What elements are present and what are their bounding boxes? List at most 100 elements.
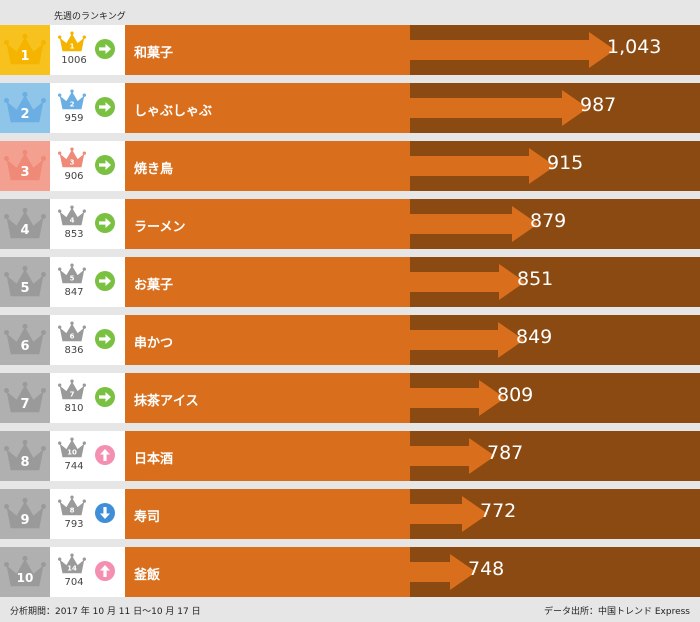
crown-tip: [70, 437, 74, 441]
bar-arrow-svg: [410, 32, 615, 68]
rank-crown-icon: 10: [4, 555, 46, 587]
prev-week-cell: 4 853: [50, 199, 125, 249]
crown-tip: [82, 209, 86, 213]
ranking-row: 7 7 810 抹茶アイス 809: [0, 373, 700, 423]
bar-arrow: [410, 554, 476, 590]
crown-tip: [22, 265, 28, 271]
rank-crown-icon: 5: [4, 265, 46, 297]
value-label: 849: [516, 326, 553, 348]
crown-rank-label: 5: [70, 275, 75, 283]
prev-rank-crown: 2: [58, 89, 86, 115]
prev-rank-crown: 5: [58, 263, 86, 289]
trend-down-icon: [95, 503, 115, 523]
rank-crown-icon: 1: [4, 33, 46, 65]
prev-week-value: 810: [64, 403, 84, 414]
rank-cell: 8: [0, 431, 50, 481]
prev-rank-crown: 6: [58, 321, 86, 347]
bar-arrow-svg: [410, 322, 524, 358]
crown-rank-label: 2: [20, 107, 29, 122]
bar-track: 寿司 772: [125, 489, 700, 539]
prev-rank-crown: 1: [58, 31, 86, 57]
rank-crown-icon: 8: [4, 439, 46, 471]
crown-tip: [58, 499, 62, 503]
crown-shape: [6, 501, 44, 529]
crown-shape: [6, 269, 44, 297]
crown-shape: [6, 211, 44, 239]
crown-rank-label: 9: [20, 513, 29, 528]
rank-crown-icon: 6: [4, 323, 46, 355]
crown-rank-label: 4: [70, 217, 75, 225]
item-name: 寿司: [134, 510, 161, 525]
header: 先週のランキング: [0, 0, 700, 25]
prev-week-cell: 2 959: [50, 83, 125, 133]
prev-crown-icon: 7: [58, 379, 86, 400]
crown-shape: [6, 443, 44, 471]
bar-arrow: [410, 32, 615, 68]
crown-shape: [59, 207, 85, 226]
item-name: 串かつ: [134, 336, 174, 351]
crown-tip: [58, 383, 62, 387]
prev-week-cell: 6 836: [50, 315, 125, 365]
crown-tip: [82, 93, 86, 97]
value-label: 772: [480, 500, 517, 522]
crown-tip: [82, 441, 86, 445]
trend-same-icon: [95, 39, 115, 59]
prev-crown-icon: 5: [58, 263, 86, 284]
crown-tip: [4, 156, 10, 162]
ranking-row: 6 6 836 串かつ 849: [0, 315, 700, 365]
crown-tip: [22, 439, 28, 445]
ranking-row: 10 14 704 釜飯 748: [0, 547, 700, 597]
prev-week-value: 906: [64, 171, 84, 182]
trend-up-icon: [95, 561, 115, 581]
bar-arrow-svg: [410, 380, 505, 416]
crown-tip: [40, 330, 46, 336]
crown-shape: [59, 265, 85, 284]
trend-same-icon: [95, 155, 115, 175]
ranking-row: 8 10 744 日本酒 787: [0, 431, 700, 481]
crown-tip: [70, 495, 74, 499]
crown-tip: [4, 504, 10, 510]
prev-week-cell: 8 793: [50, 489, 125, 539]
crown-tip: [58, 209, 62, 213]
crown-tip: [82, 499, 86, 503]
crown-rank-label: 7: [70, 391, 75, 399]
bar-arrow-svg: [410, 496, 488, 532]
crown-rank-label: 5: [20, 281, 29, 296]
ranking-row: 5 5 847 お菓子 851: [0, 257, 700, 307]
ranking-row: 9 8 793 寿司 772: [0, 489, 700, 539]
rank-cell: 6: [0, 315, 50, 365]
rank-crown-icon: 7: [4, 381, 46, 413]
crown-tip: [70, 147, 74, 151]
item-name: しゃぶしゃぶ: [134, 104, 213, 119]
crown-tip: [40, 562, 46, 568]
crown-tip: [22, 323, 28, 329]
value-label: 1,043: [607, 36, 662, 58]
prev-week-cell: 3 906: [50, 141, 125, 191]
crown-tip: [40, 446, 46, 452]
bar-arrow-svg: [410, 554, 476, 590]
crown-tip: [4, 330, 10, 336]
ranking-row: 2 2 959 しゃぶしゃぶ 987: [0, 83, 700, 133]
crown-tip: [22, 381, 28, 387]
crown-tip: [40, 214, 46, 220]
crown-rank-label: 3: [20, 165, 29, 180]
data-source: データ出所：中国トレンド Express: [543, 607, 690, 617]
crown-rank-label: 7: [20, 397, 29, 412]
crown-rank-label: 1: [20, 49, 29, 64]
crown-tip: [4, 214, 10, 220]
rank-cell: 3: [0, 141, 50, 191]
crown-tip: [82, 325, 86, 329]
prev-rank-crown: 4: [58, 205, 86, 231]
ranking-row: 3 3 906 焼き鳥 915: [0, 141, 700, 191]
crown-shape: [59, 33, 85, 52]
crown-tip: [22, 91, 28, 97]
crown-tip: [82, 35, 86, 39]
prev-week-value: 847: [64, 287, 84, 298]
crown-tip: [82, 383, 86, 387]
crown-rank-label: 10: [67, 449, 77, 457]
value-label: 809: [497, 384, 534, 406]
crown-tip: [58, 557, 62, 561]
bar-track: お菓子 851: [125, 257, 700, 307]
crown-shape: [6, 95, 44, 123]
crown-rank-label: 4: [20, 223, 29, 238]
